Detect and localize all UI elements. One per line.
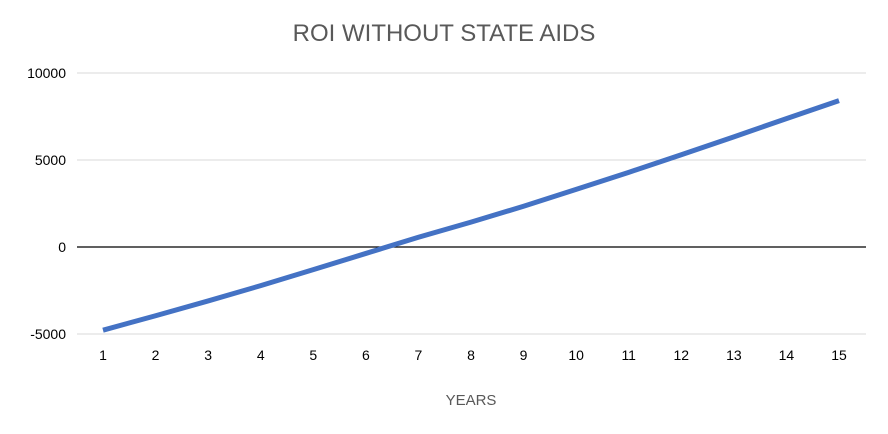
x-tick-label: 12	[673, 347, 689, 363]
x-tick-label: 6	[362, 347, 370, 363]
x-tick-label: 8	[467, 347, 475, 363]
x-tick-label: 2	[152, 347, 160, 363]
x-tick-label: 4	[257, 347, 265, 363]
x-tick-label: 9	[520, 347, 528, 363]
x-tick-label: 3	[204, 347, 212, 363]
y-tick-label: 10000	[27, 65, 66, 81]
y-tick-label: 0	[58, 239, 66, 255]
x-tick-label: 10	[568, 347, 584, 363]
x-tick-label: 15	[831, 347, 847, 363]
y-tick-label: 5000	[35, 152, 66, 168]
x-tick-label: 11	[621, 347, 636, 363]
x-tick-label: 13	[726, 347, 742, 363]
x-tick-label: 1	[99, 347, 107, 363]
x-tick-label: 14	[779, 347, 795, 363]
chart-title: ROI WITHOUT STATE AIDS	[292, 20, 596, 47]
x-axis-label: YEARS	[445, 392, 497, 409]
x-tick-label: 5	[309, 347, 317, 363]
y-tick-label: -5000	[30, 326, 66, 342]
series-line	[102, 98, 840, 333]
x-tick-label: 7	[415, 347, 423, 363]
